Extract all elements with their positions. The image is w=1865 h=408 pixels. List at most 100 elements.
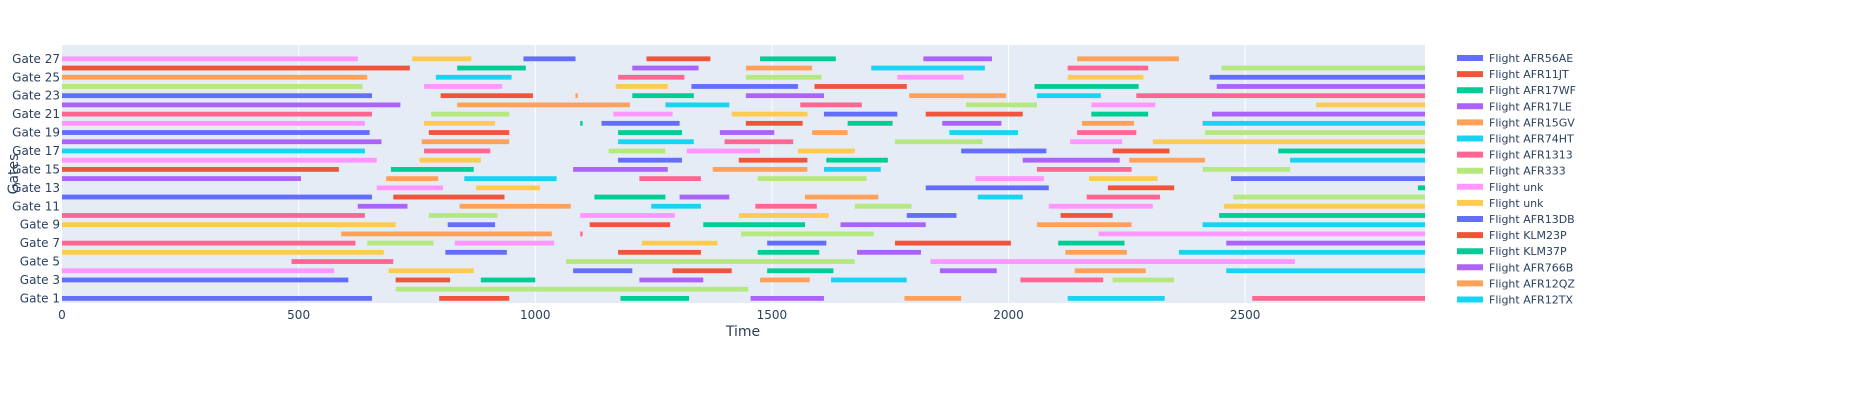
flight-bar: [615, 84, 668, 89]
flight-bar: [428, 213, 498, 218]
flight-bar: [930, 259, 1295, 264]
flight-bar: [412, 56, 472, 62]
flight-bar: [62, 176, 301, 182]
flight-bar: [608, 148, 666, 154]
flight-bar: [800, 102, 862, 108]
y-tick-label: Gate 9: [20, 218, 60, 232]
y-axis-label: Gates: [6, 154, 22, 195]
flight-bar: [1065, 249, 1127, 255]
flight-bar: [894, 139, 983, 145]
flight-bar: [1216, 84, 1425, 89]
legend-item-label[interactable]: Flight KLM37P: [1489, 245, 1567, 258]
flight-bar: [760, 56, 836, 62]
flight-bar: [741, 231, 874, 237]
flight-bar: [1077, 56, 1179, 62]
flight-bar: [1067, 74, 1144, 80]
flight-bar: [731, 111, 808, 117]
flight-bar: [738, 213, 829, 218]
flight-bar: [459, 203, 571, 209]
legend-item-label[interactable]: Flight AFR17LE: [1489, 100, 1572, 113]
flight-bar: [62, 166, 339, 172]
legend-item-label[interactable]: Flight KLM23P: [1489, 229, 1567, 242]
flight-bar: [1204, 130, 1425, 135]
flight-bar: [419, 157, 481, 163]
legend-item-label[interactable]: Flight AFR333: [1489, 165, 1566, 178]
flight-bar: [745, 74, 822, 80]
flight-bar: [904, 295, 962, 301]
flight-bar: [62, 295, 372, 301]
legend-item-label[interactable]: Flight AFR11JT: [1489, 68, 1569, 81]
legend-item-label[interactable]: Flight AFR17WF: [1489, 84, 1576, 97]
flight-bar: [672, 268, 732, 274]
x-tick-label: 2500: [1230, 308, 1261, 322]
flight-bar: [1036, 222, 1132, 228]
flight-bar: [1070, 139, 1123, 145]
flight-bar: [589, 222, 671, 228]
flight-bar: [1212, 111, 1425, 117]
flight-bar: [1202, 222, 1425, 228]
flight-bar: [62, 56, 358, 62]
flight-bar: [618, 139, 694, 145]
flight-bar: [738, 157, 808, 163]
flight-bar: [580, 120, 583, 126]
flight-bar: [62, 130, 370, 135]
flight-bar: [618, 157, 682, 163]
flight-bar: [390, 166, 474, 172]
flight-bar: [457, 65, 526, 71]
y-tick-label: Gate 19: [12, 126, 60, 140]
flight-bar: [580, 213, 675, 218]
flight-bar: [814, 84, 907, 89]
flight-bar: [632, 65, 699, 71]
flight-bar: [805, 194, 879, 200]
legend-item-label[interactable]: Flight unk: [1489, 181, 1544, 194]
flight-bar: [646, 56, 711, 62]
x-tick-labels: 0 500 1000 1500 2000 2500: [58, 308, 1260, 322]
legend-item-label[interactable]: Flight AFR74HT: [1489, 133, 1574, 146]
legend-item-label[interactable]: Flight AFR13DB: [1489, 213, 1575, 226]
flight-bar: [757, 249, 820, 255]
flight-bar: [1178, 249, 1425, 255]
flight-bar: [376, 185, 443, 191]
flight-bar: [1226, 240, 1425, 246]
flight-bar: [62, 93, 372, 99]
flight-bar: [1048, 203, 1153, 209]
flight-bar: [1221, 65, 1425, 71]
flight-bar: [601, 120, 680, 126]
legend: Flight AFR56AE Flight AFR11JT Flight AFR17…: [1457, 52, 1576, 307]
y-tick-labels: Gate 1 Gate 3 Gate 5 Gate 7 Gate 9 Gate 11 Gat…: [12, 52, 60, 306]
flight-bar: [767, 268, 834, 274]
flight-bar: [641, 240, 718, 246]
flight-bar: [464, 176, 557, 182]
y-tick-label: Gate 17: [12, 144, 60, 158]
flight-bar: [923, 56, 992, 62]
legend-item-label[interactable]: Flight AFR1313: [1489, 149, 1573, 162]
flight-bar: [1034, 84, 1139, 89]
legend-item-label[interactable]: Flight unk: [1489, 197, 1544, 210]
flight-bar: [618, 74, 685, 80]
legend-item-label[interactable]: Flight AFR766B: [1489, 261, 1573, 274]
legend-item-label[interactable]: Flight AFR56AE: [1489, 52, 1573, 65]
flight-bar: [724, 139, 794, 145]
flight-bar: [62, 139, 382, 145]
flight-bar: [62, 157, 377, 163]
flight-bar: [1202, 166, 1291, 172]
flight-bar: [575, 93, 578, 99]
flight-bar: [435, 74, 512, 80]
flight-bar: [424, 120, 496, 126]
flight-bar: [745, 93, 824, 99]
flight-bar: [857, 249, 921, 255]
legend-item-label[interactable]: Flight AFR12TX: [1489, 294, 1573, 307]
flight-bar: [1233, 194, 1425, 200]
flight-bar: [831, 277, 907, 283]
flight-bar: [480, 277, 536, 283]
flight-bar: [395, 286, 749, 292]
y-tick-label: Gate 5: [20, 255, 60, 269]
legend-item-label[interactable]: Flight AFR15GV: [1489, 116, 1575, 129]
flight-bar: [62, 74, 368, 80]
flight-bar: [1219, 213, 1425, 218]
flight-bar: [62, 194, 372, 200]
flight-bar: [1077, 130, 1137, 135]
legend-item-label[interactable]: Flight AFR12QZ: [1489, 277, 1575, 290]
flight-bar: [62, 249, 384, 255]
flight-bar: [906, 213, 957, 218]
